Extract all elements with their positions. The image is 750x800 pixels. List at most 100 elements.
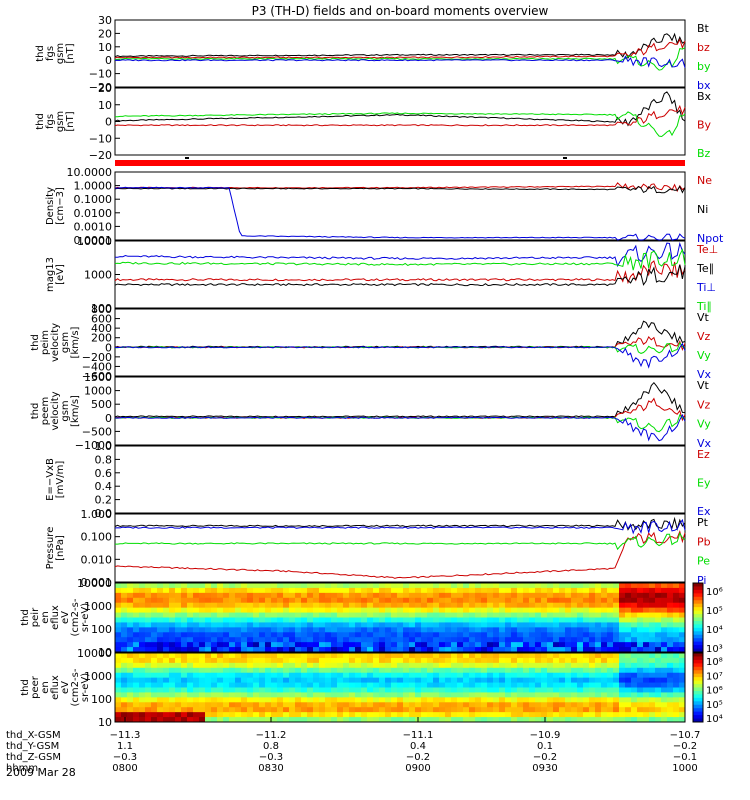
heat-cell xyxy=(535,653,542,659)
heat-cell xyxy=(517,622,524,628)
heat-cell xyxy=(283,682,290,688)
heat-cell xyxy=(529,647,536,653)
heat-cell xyxy=(205,592,212,599)
heat-cell xyxy=(415,627,422,633)
heat-cell xyxy=(409,617,416,623)
heat-cell xyxy=(499,702,506,708)
heat-cell xyxy=(661,627,668,633)
heat-cell xyxy=(439,677,446,684)
series-Bz xyxy=(114,111,686,138)
heat-cell xyxy=(373,687,380,693)
y-axis-label-line: peer xyxy=(30,675,41,699)
heat-cell xyxy=(235,617,242,623)
heat-cell xyxy=(319,653,326,659)
heat-cell xyxy=(619,607,626,614)
heat-cell xyxy=(481,657,488,664)
heat-cell xyxy=(199,627,206,633)
heat-cell xyxy=(601,717,608,723)
colorbar-cell xyxy=(693,638,703,643)
heat-cell xyxy=(235,602,242,609)
heat-cell xyxy=(223,612,230,618)
x-row-label: thd_Z-GSM xyxy=(6,752,61,763)
heat-cell xyxy=(241,642,248,648)
heat-cell xyxy=(151,622,158,628)
heat-cell xyxy=(313,672,320,679)
heat-cell xyxy=(595,662,602,669)
heat-cell xyxy=(277,677,284,684)
y-tick-label: 0.0 xyxy=(95,507,113,520)
heat-cell xyxy=(139,667,146,674)
heat-cell xyxy=(391,597,398,604)
heat-cell xyxy=(667,697,674,703)
heat-cell xyxy=(247,637,254,643)
heat-cell xyxy=(349,597,356,604)
heat-cell xyxy=(493,657,500,664)
heat-cell xyxy=(265,717,272,723)
y-axis-label-line: [eV] xyxy=(55,264,66,285)
heat-cell xyxy=(145,702,152,708)
y-axis-label-line: peim xyxy=(40,330,51,355)
heat-cell xyxy=(121,617,128,623)
heat-cell xyxy=(235,697,242,703)
heat-cell xyxy=(427,667,434,674)
heat-cell xyxy=(181,712,188,718)
heat-cell xyxy=(271,712,278,718)
heat-cell xyxy=(373,653,380,659)
heat-cell xyxy=(313,662,320,669)
heat-cell xyxy=(331,647,338,653)
heat-cell xyxy=(571,682,578,688)
heat-cell xyxy=(577,607,584,614)
heat-cell xyxy=(319,677,326,684)
heat-cell xyxy=(259,657,266,664)
heat-cell xyxy=(649,642,656,648)
bar-mark xyxy=(185,157,189,159)
heat-cell xyxy=(481,677,488,684)
heat-cell xyxy=(361,682,368,688)
heat-cell xyxy=(361,667,368,674)
heat-cell xyxy=(121,717,128,723)
heat-cell xyxy=(361,712,368,718)
heat-cell xyxy=(667,642,674,648)
heat-cell xyxy=(481,692,488,698)
heat-cell xyxy=(397,682,404,688)
y-axis-label-line: [nT] xyxy=(65,111,76,131)
y-axis-label-line: [nT] xyxy=(65,43,76,63)
heat-cell xyxy=(319,662,326,669)
heat-cell xyxy=(235,653,242,659)
heat-cell xyxy=(457,682,464,688)
heat-cell xyxy=(463,587,470,594)
heat-cell xyxy=(235,662,242,669)
heat-cell xyxy=(259,672,266,679)
heat-cell xyxy=(601,612,608,618)
panel-p6: 150010005000−500−1000thdpeemvelocitygsm[… xyxy=(30,371,712,452)
heat-cell xyxy=(655,587,662,594)
heat-cell xyxy=(673,637,680,643)
heat-cell xyxy=(607,587,614,594)
heat-cell xyxy=(187,702,194,708)
heat-cell xyxy=(193,702,200,708)
heat-cell xyxy=(241,687,248,693)
heat-cell xyxy=(607,602,614,609)
heat-cell xyxy=(571,622,578,628)
heat-cell xyxy=(601,702,608,708)
colorbar-cell xyxy=(693,656,703,661)
heat-cell xyxy=(361,707,368,713)
heat-cell xyxy=(583,617,590,623)
heat-cell xyxy=(643,697,650,703)
heat-cell xyxy=(535,622,542,628)
heat-cell xyxy=(463,642,470,648)
heat-cell xyxy=(505,617,512,623)
heat-cell xyxy=(193,672,200,679)
heat-cell xyxy=(583,662,590,669)
heat-cell xyxy=(241,612,248,618)
heat-cell xyxy=(601,592,608,599)
heat-cell xyxy=(559,642,566,648)
y-tick-label: 500 xyxy=(91,398,112,411)
heat-cell xyxy=(661,607,668,614)
heat-cell xyxy=(451,617,458,623)
heat-cell xyxy=(307,592,314,599)
heat-cell xyxy=(559,707,566,713)
heat-cell xyxy=(583,602,590,609)
heat-cell xyxy=(361,677,368,684)
heat-cell xyxy=(355,707,362,713)
